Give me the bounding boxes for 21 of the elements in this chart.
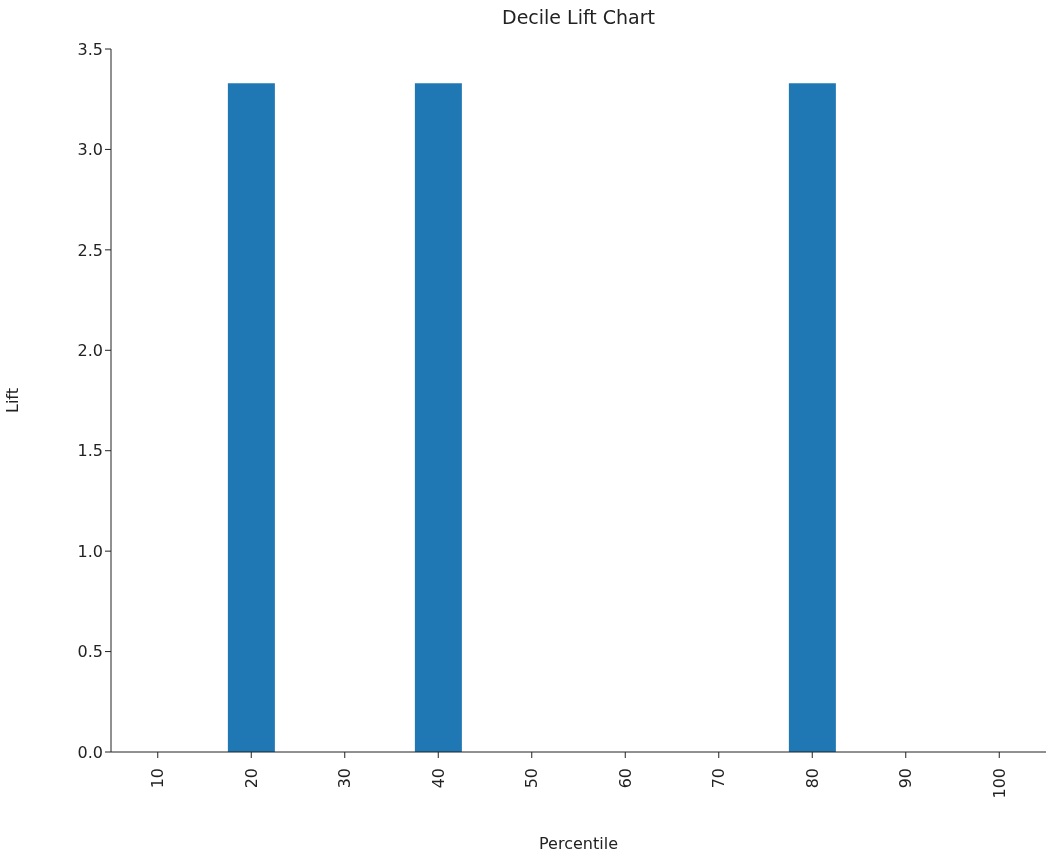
y-tick-label: 3.5 (77, 39, 103, 59)
chart-title: Decile Lift Chart (501, 6, 656, 28)
y-tick-label: 3.0 (77, 140, 103, 160)
x-tick-label: 80 (802, 768, 822, 789)
x-axis-title: Percentile (539, 834, 618, 853)
x-tick-label: 40 (428, 768, 448, 789)
y-tick-label: 0.5 (77, 642, 103, 662)
y-tick-label: 2.5 (77, 240, 103, 260)
y-tick-label: 2.0 (77, 340, 103, 360)
x-tick-label: 10 (148, 768, 168, 789)
x-tick-label: 20 (241, 768, 261, 789)
y-tick-label: 0.0 (77, 742, 103, 762)
x-tick-label: 60 (615, 768, 635, 789)
x-tick-label: 50 (522, 768, 542, 789)
x-tick-label: 30 (335, 768, 355, 789)
x-tick-label: 90 (896, 768, 916, 789)
x-tick-label: 70 (709, 768, 729, 789)
y-tick-label: 1.0 (77, 541, 103, 561)
y-tick-label: 1.5 (77, 441, 103, 461)
y-axis-title: Lift (2, 388, 22, 413)
x-tick-label: 100 (989, 768, 1009, 799)
